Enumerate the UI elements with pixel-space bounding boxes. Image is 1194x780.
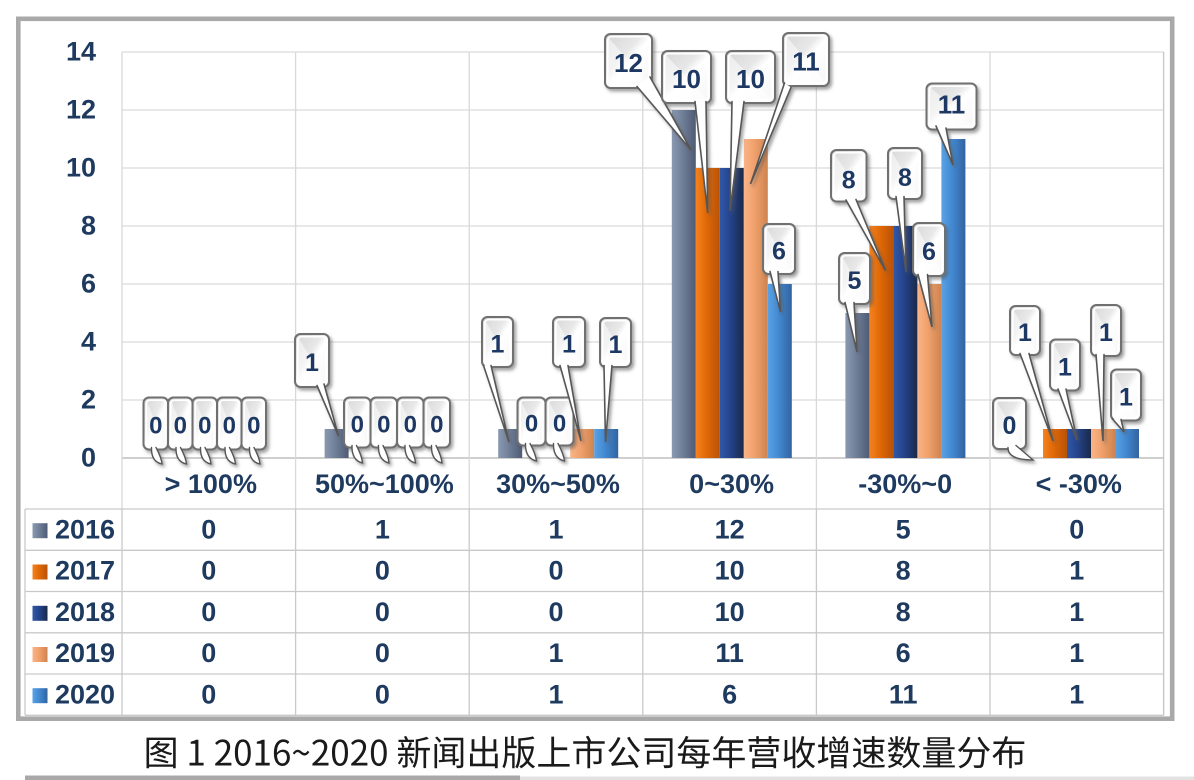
svg-text:1: 1 bbox=[1069, 597, 1084, 627]
svg-text:1: 1 bbox=[491, 331, 505, 359]
svg-text:0: 0 bbox=[553, 411, 566, 438]
svg-text:1: 1 bbox=[1119, 384, 1133, 412]
svg-text:2016: 2016 bbox=[55, 514, 115, 544]
svg-text:0: 0 bbox=[1003, 412, 1017, 440]
svg-text:2019: 2019 bbox=[55, 638, 115, 668]
svg-text:12: 12 bbox=[715, 514, 745, 544]
svg-text:0: 0 bbox=[223, 413, 236, 440]
svg-text:0: 0 bbox=[247, 413, 260, 440]
svg-text:10: 10 bbox=[715, 556, 745, 586]
svg-text:8: 8 bbox=[81, 211, 96, 241]
svg-text:1: 1 bbox=[1069, 556, 1084, 586]
svg-text:2017: 2017 bbox=[55, 556, 115, 586]
svg-text:10: 10 bbox=[672, 64, 701, 94]
svg-text:> 100%: > 100% bbox=[165, 469, 257, 499]
svg-text:0: 0 bbox=[174, 413, 187, 440]
svg-text:0: 0 bbox=[201, 638, 216, 668]
svg-text:0: 0 bbox=[201, 679, 216, 709]
svg-text:-30%~0: -30%~0 bbox=[858, 469, 952, 499]
svg-text:11: 11 bbox=[715, 638, 744, 668]
svg-text:6: 6 bbox=[81, 269, 96, 299]
svg-text:1: 1 bbox=[1058, 354, 1072, 382]
svg-text:0: 0 bbox=[149, 413, 162, 440]
svg-text:11: 11 bbox=[938, 89, 966, 119]
svg-text:0: 0 bbox=[198, 413, 211, 440]
svg-text:0: 0 bbox=[201, 514, 216, 544]
svg-text:1: 1 bbox=[548, 638, 563, 668]
svg-text:1: 1 bbox=[375, 514, 390, 544]
svg-text:1: 1 bbox=[1069, 638, 1084, 668]
svg-text:10: 10 bbox=[66, 153, 96, 183]
svg-text:0: 0 bbox=[351, 412, 364, 439]
svg-text:0: 0 bbox=[548, 556, 563, 586]
svg-text:1: 1 bbox=[1099, 319, 1113, 347]
svg-text:1: 1 bbox=[548, 679, 563, 709]
svg-text:1: 1 bbox=[609, 331, 623, 359]
svg-text:10: 10 bbox=[736, 64, 765, 94]
svg-text:0: 0 bbox=[377, 412, 390, 439]
svg-text:8: 8 bbox=[898, 164, 912, 192]
svg-text:0: 0 bbox=[375, 679, 390, 709]
svg-text:1: 1 bbox=[548, 514, 563, 544]
svg-text:0: 0 bbox=[201, 597, 216, 627]
svg-text:0: 0 bbox=[375, 556, 390, 586]
svg-text:6: 6 bbox=[922, 238, 936, 266]
svg-text:5: 5 bbox=[848, 267, 862, 295]
svg-text:1: 1 bbox=[562, 331, 576, 359]
svg-text:1: 1 bbox=[305, 349, 319, 377]
svg-text:12: 12 bbox=[614, 48, 643, 78]
svg-text:0: 0 bbox=[375, 638, 390, 668]
svg-text:0: 0 bbox=[525, 411, 538, 438]
svg-text:11: 11 bbox=[792, 46, 820, 76]
svg-text:0: 0 bbox=[201, 556, 216, 586]
svg-text:2018: 2018 bbox=[55, 597, 115, 627]
svg-text:10: 10 bbox=[715, 597, 745, 627]
svg-text:1: 1 bbox=[1069, 679, 1084, 709]
svg-text:4: 4 bbox=[81, 327, 96, 357]
svg-text:30%~50%: 30%~50% bbox=[496, 469, 620, 499]
svg-text:6: 6 bbox=[896, 638, 911, 668]
svg-text:1: 1 bbox=[1018, 319, 1032, 347]
svg-text:0: 0 bbox=[404, 412, 417, 439]
svg-text:0~30%: 0~30% bbox=[689, 469, 774, 499]
svg-text:14: 14 bbox=[66, 37, 96, 67]
svg-text:11: 11 bbox=[889, 679, 918, 709]
svg-text:0: 0 bbox=[81, 443, 96, 473]
svg-text:8: 8 bbox=[842, 166, 856, 194]
svg-text:0: 0 bbox=[430, 412, 443, 439]
svg-text:5: 5 bbox=[896, 514, 911, 544]
svg-text:2: 2 bbox=[81, 385, 96, 415]
svg-text:8: 8 bbox=[896, 556, 911, 586]
svg-text:50%~100%: 50%~100% bbox=[315, 469, 454, 499]
svg-text:8: 8 bbox=[896, 597, 911, 627]
svg-text:2020: 2020 bbox=[55, 679, 115, 709]
svg-text:6: 6 bbox=[772, 238, 786, 266]
svg-text:0: 0 bbox=[1069, 514, 1084, 544]
svg-text:6: 6 bbox=[722, 679, 737, 709]
svg-text:12: 12 bbox=[66, 95, 96, 125]
svg-text:< -30%: < -30% bbox=[1036, 469, 1122, 499]
svg-text:0: 0 bbox=[375, 597, 390, 627]
svg-text:0: 0 bbox=[548, 597, 563, 627]
